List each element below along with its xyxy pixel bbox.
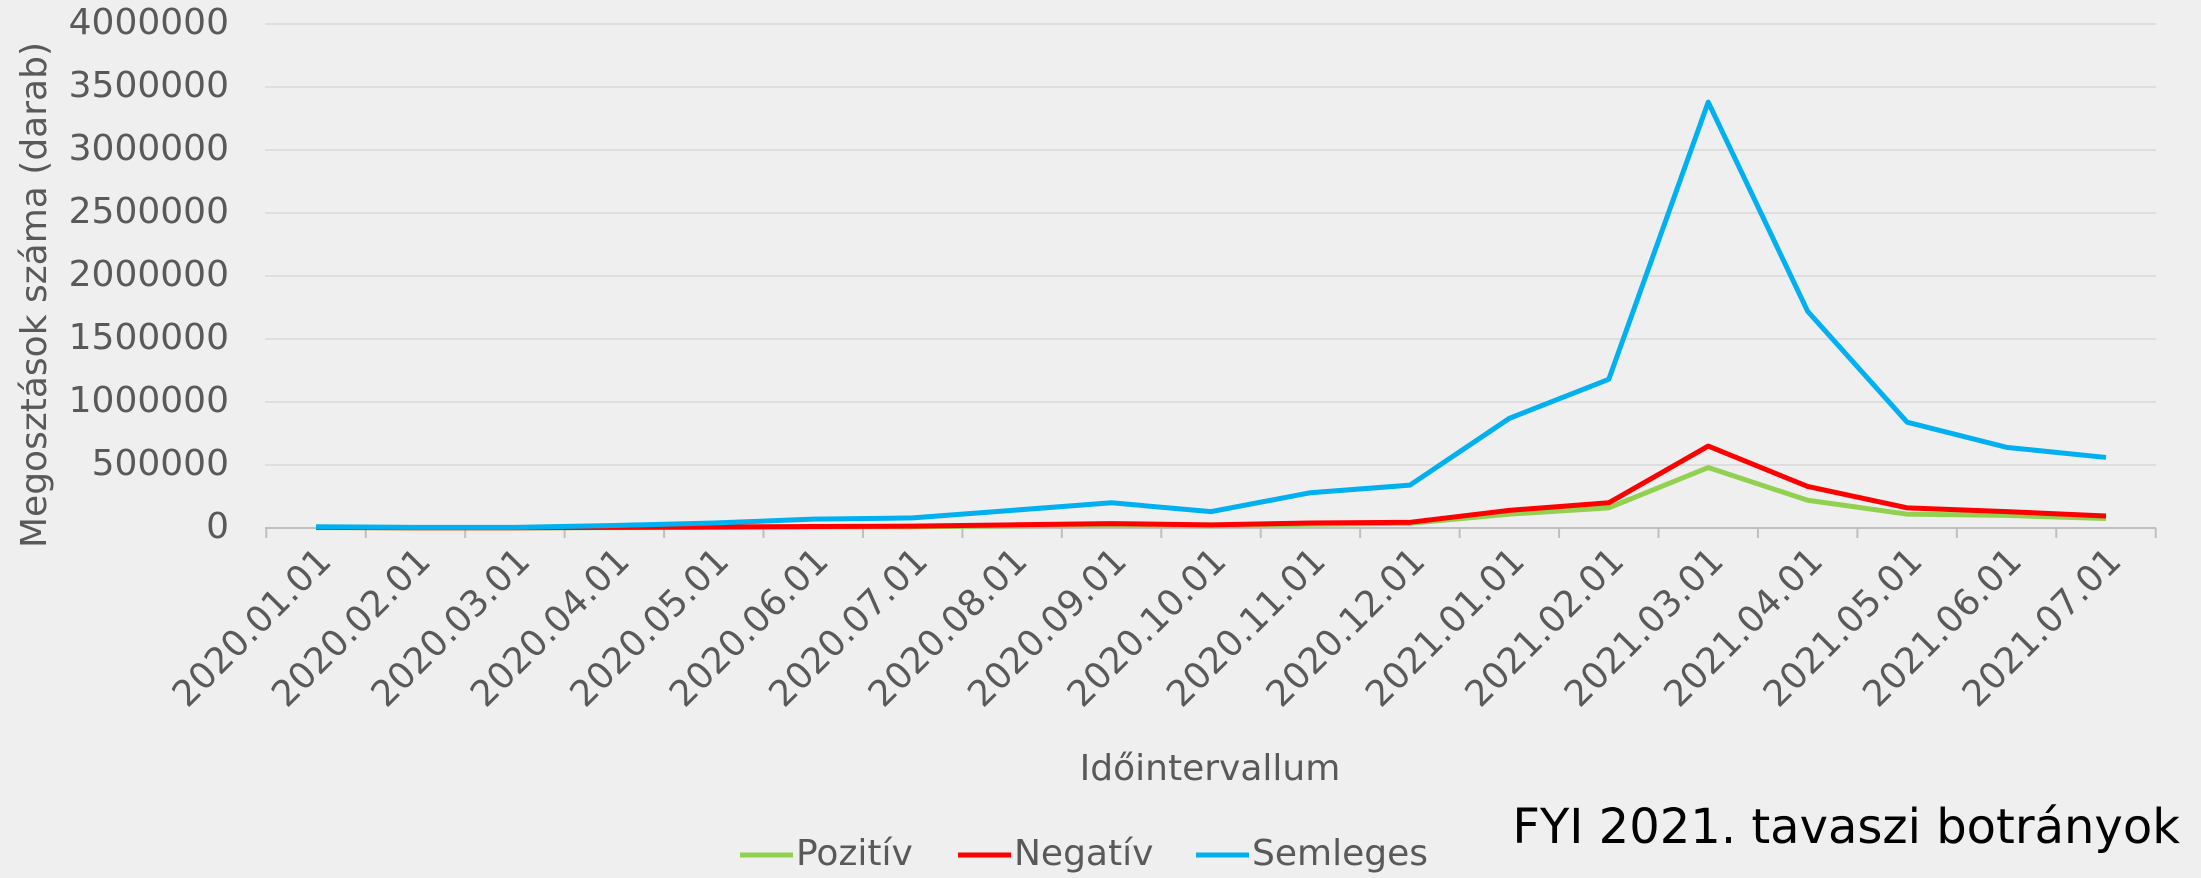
- y-tick-label: 4000000: [69, 2, 229, 43]
- y-tick-label: 500000: [92, 443, 229, 484]
- y-tick-label: 3000000: [69, 128, 229, 169]
- series-line: [315, 99, 2107, 530]
- y-tick-label: 1000000: [69, 380, 229, 421]
- legend-label: Negatív: [1014, 833, 1153, 874]
- annotation: FYI 2021. tavaszi botrányok: [1512, 799, 2180, 855]
- legend-label: Semleges: [1252, 833, 1428, 874]
- y-tick-label: 1500000: [69, 317, 229, 358]
- y-tick-label: 2500000: [69, 191, 229, 232]
- y-tick-label: 3500000: [69, 65, 229, 106]
- y-tick-label: 0: [206, 506, 229, 547]
- y-tick-label: 2000000: [69, 254, 229, 295]
- legend-label: Pozitív: [796, 833, 913, 874]
- x-axis-title: Időintervallum: [1080, 748, 1341, 789]
- y-axis-title: Megosztások száma (darab): [14, 42, 55, 548]
